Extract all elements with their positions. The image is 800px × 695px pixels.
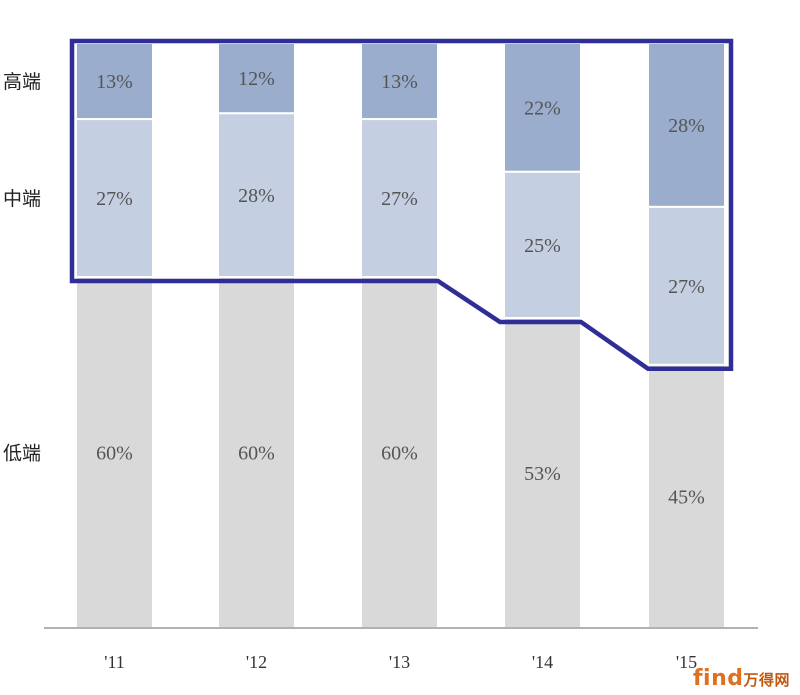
watermark-logo: find万得网	[693, 666, 790, 691]
series-label: 低端	[3, 443, 41, 465]
data-label: 60%	[96, 443, 133, 465]
bar-segment-high-3	[360, 42, 439, 121]
data-label: 25%	[524, 235, 561, 257]
watermark-latin: find	[692, 666, 744, 691]
series-label: 高端	[3, 71, 41, 93]
watermark-chinese: 万得网	[743, 671, 790, 689]
x-tick-label: '14	[532, 652, 553, 672]
bar-segment-low-1	[75, 276, 154, 629]
data-label: 12%	[238, 68, 275, 90]
x-tick-label: '15	[676, 652, 697, 672]
bar-segment-low-2	[217, 276, 296, 629]
data-label: 60%	[238, 443, 275, 465]
bar-segment-mid-3	[360, 118, 439, 278]
series-label: 中端	[3, 188, 41, 210]
data-label: 22%	[524, 97, 561, 119]
bar-segment-low-4	[503, 316, 582, 629]
bar-segment-high-2	[217, 42, 296, 115]
data-label: 27%	[381, 188, 418, 210]
x-tick-label: '13	[389, 652, 410, 672]
bar-segment-mid-4	[503, 170, 582, 319]
bar-segment-mid-2	[217, 112, 296, 278]
x-tick-label: '11	[104, 652, 125, 672]
data-label: 28%	[238, 185, 275, 207]
x-tick-label: '12	[246, 652, 267, 672]
data-label: 45%	[668, 486, 705, 508]
data-label: 13%	[96, 71, 133, 93]
data-label: 60%	[381, 443, 418, 465]
data-label: 27%	[96, 188, 133, 210]
bar-segment-high-5	[647, 42, 726, 208]
data-label: 13%	[381, 71, 418, 93]
bar-segment-high-4	[503, 42, 582, 173]
bar-segment-mid-1	[75, 118, 154, 278]
highlight-outline	[69, 38, 734, 371]
data-label: 28%	[668, 115, 705, 137]
data-label: 27%	[668, 276, 705, 298]
data-label: 53%	[524, 463, 561, 485]
